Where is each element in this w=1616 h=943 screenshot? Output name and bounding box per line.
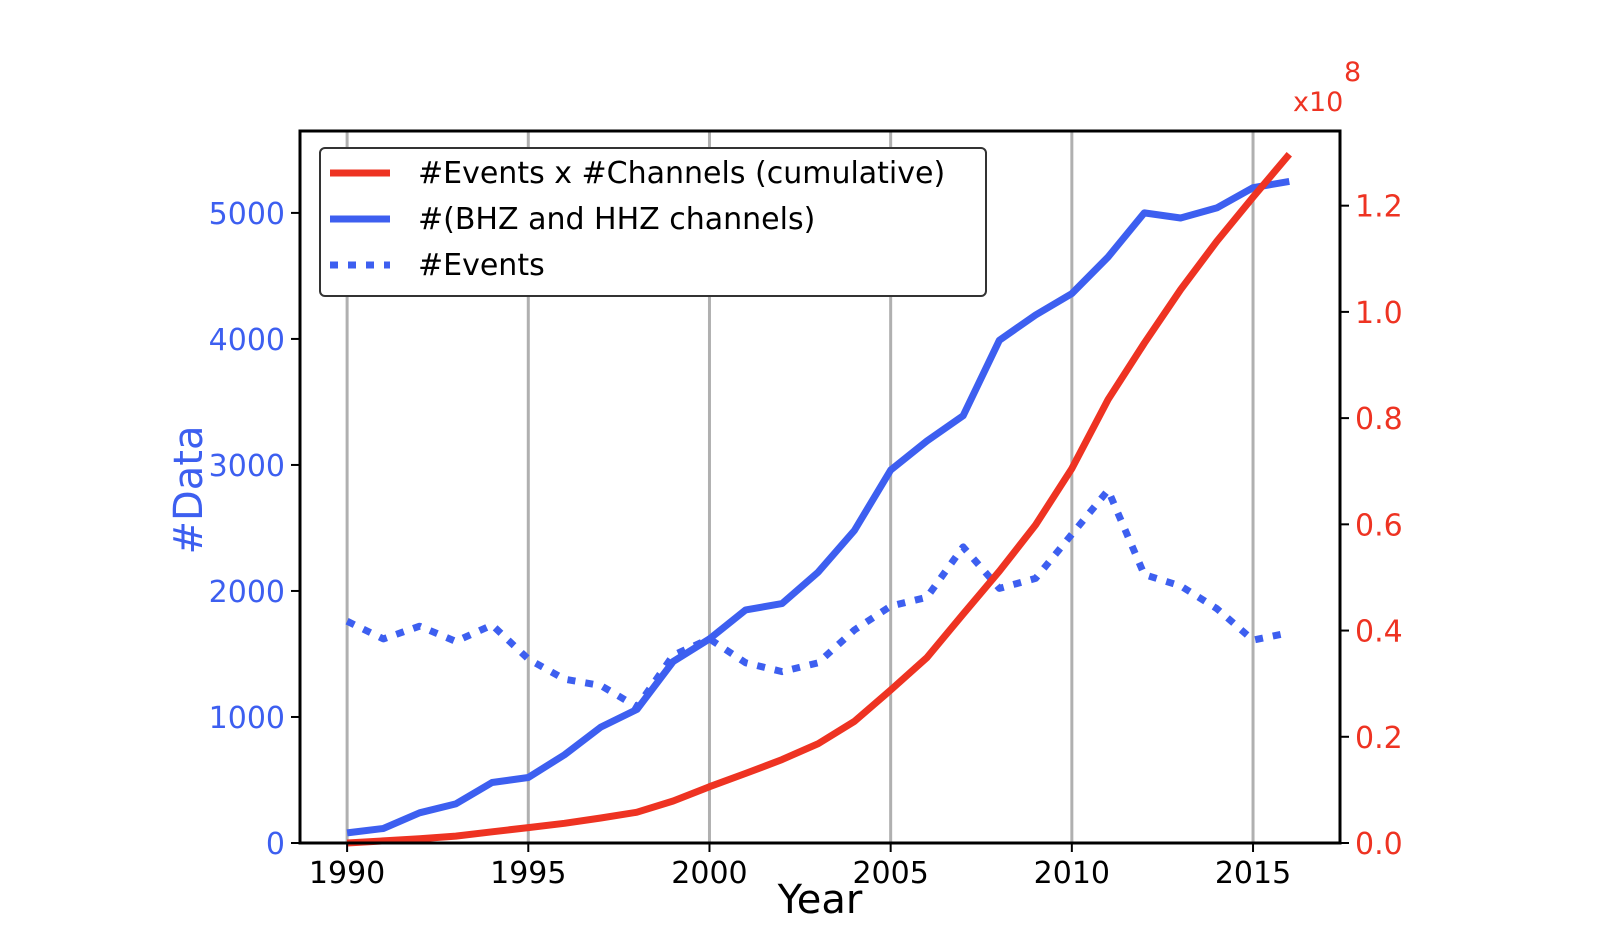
- x-axis-title: Year: [777, 877, 863, 923]
- legend-items: #Events x #Channels (cumulative) #(BHZ an…: [330, 156, 945, 283]
- right-axis-multiplier-exponent: 8: [1344, 57, 1361, 88]
- left-y-tick-label: 4000: [209, 323, 285, 358]
- x-tick-label: 2005: [852, 856, 928, 891]
- series-line-events-x-channels: [346, 151, 1292, 847]
- legend-label: #Events: [418, 248, 545, 283]
- series-line-bhz-hhz-channels: [346, 177, 1290, 837]
- x-tick-label: 1995: [490, 856, 566, 891]
- left-y-tick-label: 0: [266, 827, 285, 862]
- legend-box: [319, 147, 987, 297]
- legend: #Events x #Channels (cumulative) #(BHZ an…: [319, 147, 987, 297]
- left-y-tick-label: 2000: [209, 575, 285, 610]
- right-y-tick-label: 0.4: [1355, 615, 1403, 650]
- left-y-axis-title: #Data: [166, 425, 212, 554]
- legend-label: #(BHZ and HHZ channels): [418, 202, 815, 237]
- plot-frame: [298, 129, 1342, 845]
- left-y-tick-label: 5000: [209, 197, 285, 232]
- left-y-tick-label: 3000: [209, 449, 285, 484]
- left-y-tick-label: 1000: [209, 701, 285, 736]
- x-axis: 1990 1995 2000 2005 2010 2015: [309, 843, 1291, 891]
- right-y-axis: 0.0 0.2 0.4 0.6 0.8 1.0 1.2: [1340, 190, 1403, 862]
- right-y-tick-label: 0.6: [1355, 508, 1403, 543]
- right-y-tick-label: 1.2: [1355, 190, 1403, 225]
- series-line-events: [345, 486, 1291, 711]
- x-tick-label: 1990: [309, 856, 385, 891]
- x-tick-label: 2000: [671, 856, 747, 891]
- legend-label: #Events x #Channels (cumulative): [418, 156, 945, 191]
- right-y-tick-label: 0.0: [1355, 827, 1403, 862]
- right-y-tick-label: 0.8: [1355, 402, 1403, 437]
- x-tick-label: 2010: [1034, 856, 1110, 891]
- right-axis-multiplier-base: x10: [1293, 87, 1343, 118]
- right-y-tick-label: 1.0: [1355, 296, 1403, 331]
- series-layer: [345, 151, 1292, 847]
- x-tick-label: 2015: [1215, 856, 1291, 891]
- left-y-axis: 0 1000 2000 3000 4000 5000: [209, 197, 300, 862]
- right-y-tick-label: 0.2: [1355, 721, 1403, 756]
